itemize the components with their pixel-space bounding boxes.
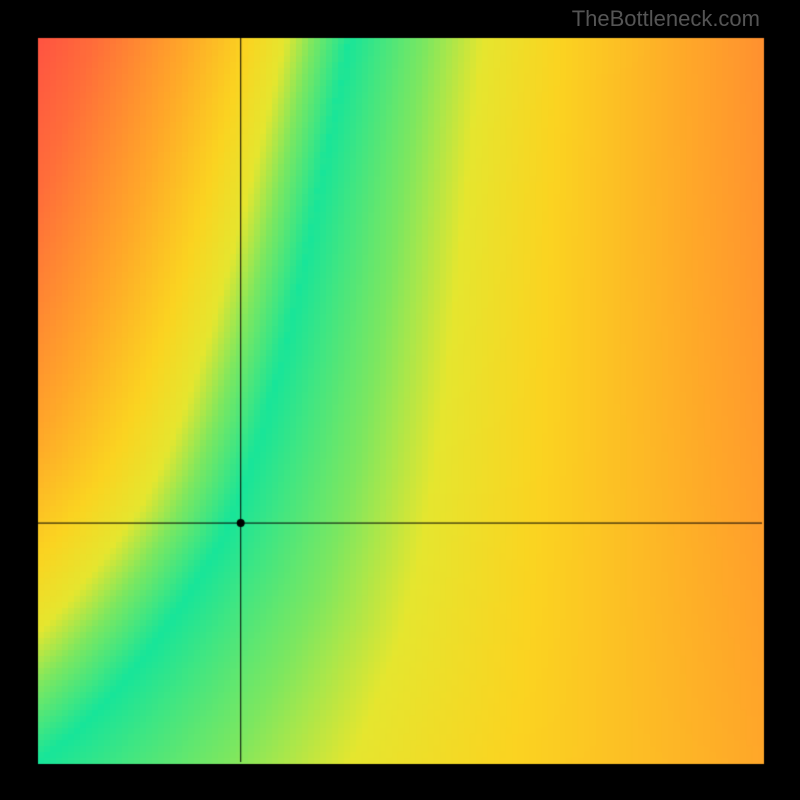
watermark-label: TheBottleneck.com — [572, 6, 760, 32]
bottleneck-heatmap — [0, 0, 800, 800]
chart-container: TheBottleneck.com — [0, 0, 800, 800]
